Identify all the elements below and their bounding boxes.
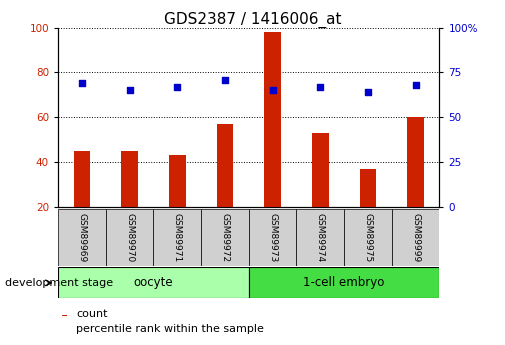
Bar [249,209,296,266]
Bar [74,151,90,207]
Bar [360,169,376,207]
Text: 1-cell embryo: 1-cell embryo [304,276,385,289]
Text: percentile rank within the sample: percentile rank within the sample [76,324,264,334]
Bar [249,267,439,298]
Text: development stage: development stage [5,278,113,288]
Point [412,82,420,88]
Bar [58,267,249,298]
Point [364,89,372,95]
Bar [154,209,201,266]
Text: GSM89969: GSM89969 [77,213,86,262]
Bar [296,209,344,266]
Bar [169,155,185,207]
Text: GSM89970: GSM89970 [125,213,134,262]
Text: GSM89999: GSM89999 [411,213,420,262]
Text: GDS2387 / 1416006_at: GDS2387 / 1416006_at [164,12,341,28]
Bar [201,209,249,266]
Point [269,88,277,93]
Point [316,84,324,90]
Bar [264,32,281,207]
Bar [312,133,329,207]
Point [221,77,229,82]
Point [173,84,181,90]
Bar [121,151,138,207]
Bar [217,124,233,207]
Bar [392,209,439,266]
Text: GSM89972: GSM89972 [220,213,229,262]
Bar [407,117,424,207]
Text: count: count [76,309,108,319]
Bar [62,315,67,316]
Text: oocyte: oocyte [134,276,173,289]
Bar [106,209,154,266]
Text: GSM89971: GSM89971 [173,213,182,262]
Point [126,88,134,93]
Point [78,80,86,86]
Bar [344,209,392,266]
Text: GSM89975: GSM89975 [364,213,372,262]
Bar [58,209,106,266]
Text: GSM89973: GSM89973 [268,213,277,262]
Text: GSM89974: GSM89974 [316,213,325,262]
